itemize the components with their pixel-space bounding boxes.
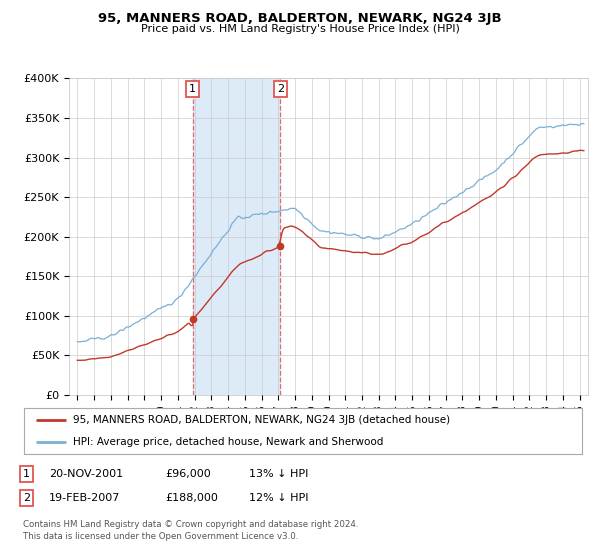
Text: 13% ↓ HPI: 13% ↓ HPI [249,469,308,479]
Text: HPI: Average price, detached house, Newark and Sherwood: HPI: Average price, detached house, Newa… [73,437,383,447]
Text: 12% ↓ HPI: 12% ↓ HPI [249,493,308,503]
Text: This data is licensed under the Open Government Licence v3.0.: This data is licensed under the Open Gov… [23,532,298,541]
Bar [193,78,280,395]
Text: 2: 2 [23,493,30,503]
Text: 2: 2 [277,84,284,94]
Text: 20-NOV-2001: 20-NOV-2001 [49,469,124,479]
Text: 1: 1 [23,469,30,479]
Text: 95, MANNERS ROAD, BALDERTON, NEWARK, NG24 3JB (detached house): 95, MANNERS ROAD, BALDERTON, NEWARK, NG2… [73,415,450,425]
Text: Contains HM Land Registry data © Crown copyright and database right 2024.: Contains HM Land Registry data © Crown c… [23,520,358,529]
Text: 19-FEB-2007: 19-FEB-2007 [49,493,121,503]
Text: Price paid vs. HM Land Registry's House Price Index (HPI): Price paid vs. HM Land Registry's House … [140,24,460,34]
Text: £188,000: £188,000 [165,493,218,503]
Text: £96,000: £96,000 [165,469,211,479]
Text: 1: 1 [189,84,196,94]
Text: 95, MANNERS ROAD, BALDERTON, NEWARK, NG24 3JB: 95, MANNERS ROAD, BALDERTON, NEWARK, NG2… [98,12,502,25]
